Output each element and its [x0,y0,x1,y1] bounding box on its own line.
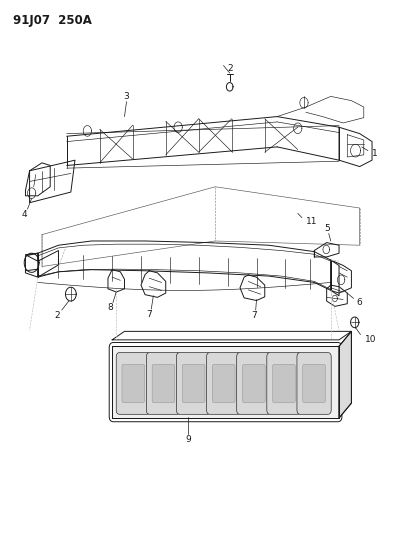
Text: 2: 2 [226,64,232,73]
FancyBboxPatch shape [242,365,265,402]
FancyBboxPatch shape [206,353,240,414]
Text: 9: 9 [185,435,191,444]
Polygon shape [112,346,338,418]
FancyBboxPatch shape [266,353,300,414]
Text: 11: 11 [305,217,317,226]
FancyBboxPatch shape [122,365,145,402]
Text: 7: 7 [251,311,257,320]
FancyBboxPatch shape [302,365,325,402]
FancyBboxPatch shape [146,353,180,414]
FancyBboxPatch shape [182,365,204,402]
FancyBboxPatch shape [116,353,150,414]
Text: 10: 10 [364,335,375,344]
Text: 3: 3 [123,92,129,101]
Text: 1: 1 [371,149,377,158]
FancyBboxPatch shape [272,365,294,402]
FancyBboxPatch shape [212,365,235,402]
Polygon shape [338,332,351,418]
FancyBboxPatch shape [296,353,330,414]
Text: 6: 6 [356,298,361,307]
Text: 4: 4 [22,210,27,219]
Text: 2: 2 [55,311,60,320]
Text: 5: 5 [323,224,329,233]
FancyBboxPatch shape [236,353,270,414]
Text: 7: 7 [146,310,152,319]
Text: 8: 8 [107,303,113,312]
Text: 91J07  250A: 91J07 250A [13,14,92,27]
FancyBboxPatch shape [152,365,174,402]
FancyBboxPatch shape [176,353,210,414]
